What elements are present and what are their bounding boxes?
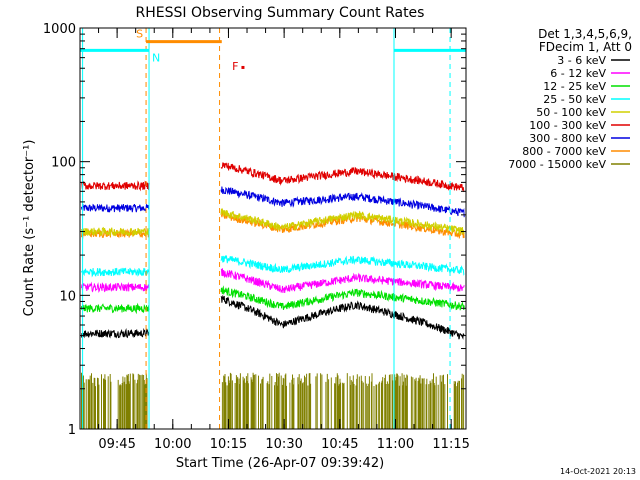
- x-tick-label-3: 10:30: [265, 437, 302, 452]
- y-tick-label-2: 100: [51, 156, 76, 171]
- series-line-5-0: [81, 180, 150, 192]
- series-line-5-1: [220, 162, 465, 193]
- legend-header-0: Det 1,3,4,5,6,9,: [538, 27, 632, 41]
- series-line-4-0: [81, 226, 150, 238]
- legend-label-6: 300 - 800 keV: [529, 132, 606, 145]
- legend-label-5: 100 - 300 keV: [529, 119, 606, 132]
- series-line-3-0: [81, 267, 150, 278]
- x-tick-label-4: 10:45: [321, 437, 358, 452]
- legend-label-7: 800 - 7000 keV: [522, 145, 606, 158]
- legend-label-0: 3 - 6 keV: [557, 54, 606, 67]
- plot-frame: [79, 27, 467, 430]
- series-line-0-1: [220, 294, 465, 340]
- y-tick-label-1: 10: [59, 289, 76, 304]
- legend-label-1: 6 - 12 keV: [550, 67, 606, 80]
- flag-label-3: F: [232, 60, 238, 73]
- chart-title: RHESSI Observing Summary Count Rates: [136, 5, 425, 21]
- flag-label-0: S: [136, 28, 143, 41]
- legend-label-4: 50 - 100 keV: [536, 106, 606, 119]
- x-tick-label-2: 10:15: [210, 437, 247, 452]
- series-line-2-0: [81, 302, 150, 315]
- x-tick-label-0: 09:45: [98, 437, 135, 452]
- legend-label-3: 25 - 50 keV: [543, 93, 606, 106]
- footer-timestamp: 14-Oct-2021 20:13: [560, 467, 636, 476]
- x-tick-label-6: 11:15: [432, 437, 469, 452]
- legend: Det 1,3,4,5,6,9,FDecim 1, Att 03 - 6 keV…: [508, 27, 632, 171]
- x-tick-label-1: 10:00: [154, 437, 191, 452]
- legend-label-2: 12 - 25 keV: [543, 80, 606, 93]
- series-line-6-1: [220, 186, 465, 218]
- series-line-8-0: [81, 372, 148, 429]
- series-line-0-0: [81, 327, 150, 339]
- series-line-4-1: [220, 207, 465, 236]
- series-line-1-1: [220, 268, 465, 294]
- legend-header-1: FDecim 1, Att 0: [539, 40, 632, 54]
- series-line-3-1: [220, 255, 465, 276]
- flag-marker-3: [241, 65, 245, 69]
- flag-label-1: N: [152, 51, 160, 64]
- series-line-1-0: [81, 281, 150, 293]
- series-line-6-0: [81, 203, 150, 213]
- y-axis-label: Count Rate (s⁻¹ detector⁻¹): [22, 140, 37, 317]
- legend-label-8: 7000 - 15000 keV: [508, 158, 606, 171]
- axes: 1 10 100 1000 09:45 10:00 10:15 10:30 10:45 11:00…: [43, 22, 470, 452]
- x-axis-label: Start Time (26-Apr-07 09:39:42): [176, 456, 384, 471]
- plot-area: SN F: [80, 28, 466, 429]
- y-tick-label-0: 1: [68, 423, 76, 438]
- series-line-8-1: [221, 372, 465, 429]
- x-tick-label-5: 11:00: [377, 437, 414, 452]
- y-tick-label-3: 1000: [43, 22, 76, 37]
- series-line-2-1: [220, 285, 465, 311]
